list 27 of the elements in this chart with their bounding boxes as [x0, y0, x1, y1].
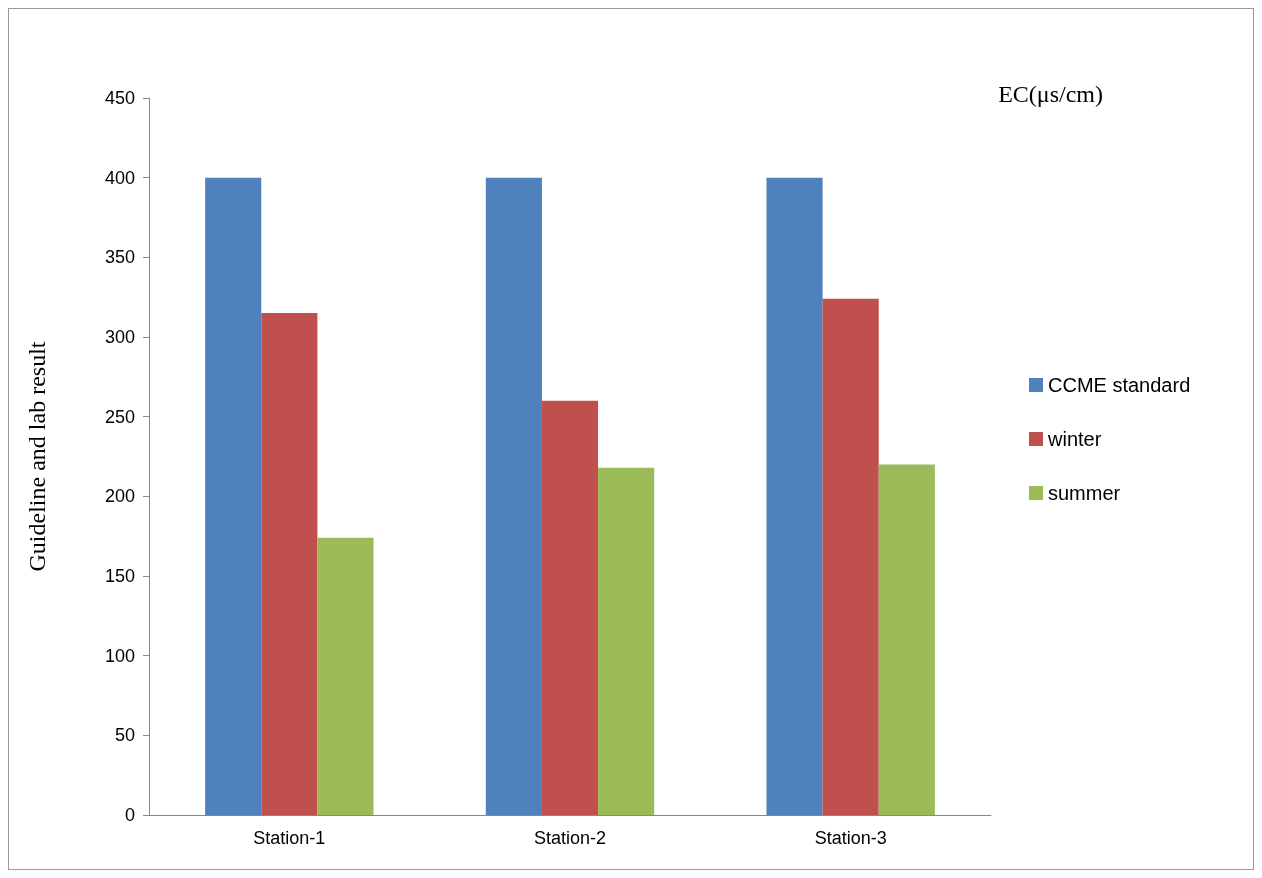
y-axis-title: Guideline and lab result: [24, 341, 50, 572]
bar: [205, 177, 262, 815]
y-tick-label: 400: [104, 167, 135, 188]
y-tick-label: 250: [104, 406, 135, 427]
y-tick-label: 200: [104, 486, 135, 507]
x-tick-label: Station-1: [253, 828, 326, 848]
bar: [766, 177, 823, 815]
legend-label: CCME standard: [1048, 374, 1191, 396]
y-tick-label: 50: [114, 725, 135, 746]
x-tick-label: Station-3: [814, 828, 887, 848]
x-tick-label: Station-2: [533, 828, 607, 848]
bar: [541, 400, 599, 815]
legend-label: summer: [1048, 482, 1121, 504]
y-tick-label: 0: [124, 805, 135, 825]
text: EC(μs/cm): [998, 81, 1104, 107]
bar: [261, 313, 318, 815]
legend-label: winter: [1047, 428, 1102, 450]
y-tick-label: 100: [104, 645, 135, 666]
bar: [878, 464, 935, 815]
y-tick-label: 300: [104, 327, 135, 347]
y-tick-label: 150: [104, 566, 135, 586]
bar: [598, 467, 655, 815]
bar: [485, 177, 542, 815]
bar: [317, 537, 374, 815]
y-tick-label: 450: [104, 88, 135, 108]
y-tick-label: 350: [104, 247, 135, 268]
bar: [822, 298, 879, 815]
